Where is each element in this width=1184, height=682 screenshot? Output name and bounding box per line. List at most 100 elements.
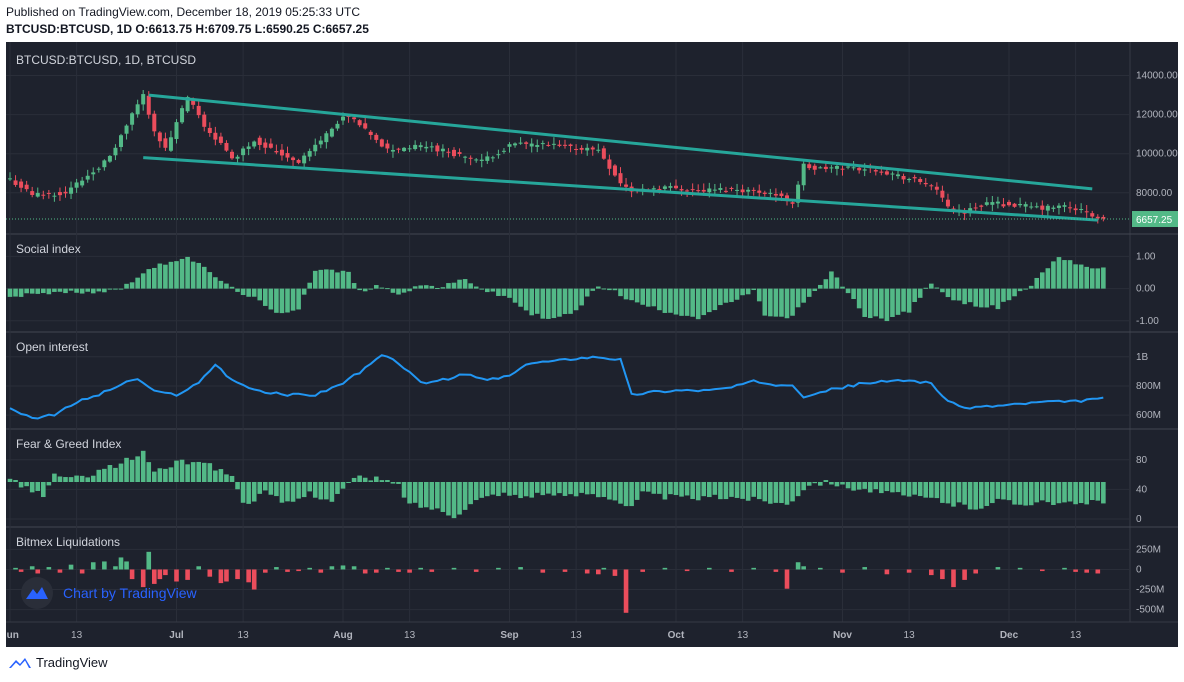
- liquidation-bar: [684, 569, 690, 572]
- last-price-tag: [1132, 211, 1178, 228]
- candle-body: [801, 163, 806, 186]
- candle-body: [246, 146, 251, 149]
- candle-body: [879, 171, 884, 173]
- liquidation-bar: [35, 569, 41, 574]
- liquidation-bar: [57, 569, 63, 573]
- social-bar: [63, 288, 68, 294]
- candle-body: [951, 208, 956, 210]
- fear-greed-bar: [457, 482, 462, 515]
- social-bar: [784, 288, 790, 319]
- candle-body: [302, 155, 307, 164]
- liquidations-tick-label: -250M: [1136, 585, 1164, 596]
- social-bar: [873, 288, 879, 317]
- candle-body: [446, 151, 451, 153]
- candle-body: [796, 184, 801, 203]
- fear-greed-bar: [163, 468, 168, 482]
- pane-title-price: BTCUSD:BTCUSD, 1D, BTCUSD: [16, 53, 196, 67]
- candle-body: [318, 140, 323, 145]
- fear-greed-bar: [890, 482, 895, 493]
- fear-greed-bar: [96, 469, 102, 482]
- liquidation-bar: [274, 567, 279, 570]
- candle-body: [335, 123, 340, 129]
- social-bar: [307, 282, 312, 289]
- social-bar: [790, 288, 795, 316]
- social-bar: [479, 288, 485, 290]
- footer-brand[interactable]: TradingView: [8, 655, 108, 670]
- social-bar: [246, 288, 251, 297]
- fear-greed-bar: [956, 482, 962, 503]
- open-value: O:6613.75: [135, 22, 193, 36]
- fear-greed-bar: [207, 463, 213, 482]
- social-bar: [207, 272, 213, 289]
- chart-canvas[interactable]: Jun 13 Jul 13 Aug 13 Sep 13 Oct 13 Nov 13 Dec 13 BTCUS…: [6, 42, 1178, 647]
- fear-greed-bar: [340, 482, 346, 489]
- social-bar: [1034, 277, 1040, 289]
- social-bar: [862, 288, 867, 317]
- fear-greed-bar: [534, 482, 540, 493]
- low-value: L:6590.25: [254, 22, 310, 36]
- social-bar: [268, 288, 274, 310]
- fear-greed-bar: [390, 482, 396, 484]
- social-bar: [929, 283, 934, 289]
- liquidation-bar: [90, 562, 96, 570]
- liquidation-bar: [662, 567, 668, 570]
- liquidation-bar: [224, 569, 229, 582]
- feargreed-tick-label: 80: [1136, 455, 1148, 466]
- social-bar: [734, 288, 740, 300]
- social-bar: [1067, 260, 1073, 289]
- candle-body: [274, 151, 279, 153]
- fear-greed-bar: [346, 482, 351, 483]
- fear-greed-bar: [834, 482, 840, 487]
- social-bar: [274, 288, 279, 313]
- fear-greed-bar: [679, 482, 684, 497]
- candle-body: [740, 189, 745, 193]
- liquidation-bar: [13, 567, 18, 570]
- fear-greed-bar: [279, 482, 285, 503]
- social-bar: [1006, 288, 1012, 301]
- candle-body: [751, 189, 756, 191]
- social-bar: [429, 285, 435, 289]
- oi-tick-label: 1B: [1136, 352, 1149, 363]
- liquidation-bar: [340, 565, 346, 570]
- social-bar: [568, 288, 573, 314]
- candle-body: [341, 116, 345, 121]
- feargreed-tick-label: 0: [1136, 514, 1142, 525]
- candle-body: [263, 142, 268, 148]
- social-bar: [806, 288, 812, 297]
- social-bar: [645, 288, 651, 307]
- fear-greed-bar: [762, 482, 768, 502]
- liquidation-bar: [235, 569, 240, 580]
- fear-greed-bar: [1073, 482, 1078, 505]
- social-bar: [768, 288, 773, 317]
- candle-body: [857, 167, 862, 171]
- social-bar: [945, 288, 951, 298]
- fear-greed-bar: [179, 459, 185, 482]
- fear-greed-bar: [823, 480, 829, 482]
- fear-greed-bar: [318, 482, 324, 500]
- social-bar: [96, 288, 102, 292]
- social-bar: [1012, 288, 1017, 297]
- fear-greed-bar: [518, 482, 523, 499]
- social-bar: [562, 288, 568, 315]
- social-bar: [657, 288, 662, 311]
- social-bar: [546, 288, 551, 319]
- social-bar: [951, 288, 956, 301]
- fear-greed-bar: [13, 479, 18, 482]
- candle-body: [385, 143, 390, 149]
- fear-greed-bar: [74, 475, 79, 482]
- liquidation-bar: [362, 569, 368, 574]
- social-bar: [978, 288, 984, 308]
- social-bar: [695, 288, 701, 320]
- liquidation-bar: [995, 567, 1001, 570]
- liquidation-bar: [185, 569, 190, 580]
- fear-greed-bar: [152, 471, 157, 482]
- fear-greed-bar: [57, 476, 63, 482]
- social-bar: [718, 288, 723, 306]
- candle-body: [501, 150, 506, 152]
- x-tick-label: Oct: [668, 630, 685, 641]
- candle-body: [513, 143, 518, 146]
- social-bar: [446, 283, 451, 289]
- social-bar: [401, 288, 407, 293]
- fear-greed-bar: [362, 477, 368, 482]
- social-bar: [168, 261, 174, 289]
